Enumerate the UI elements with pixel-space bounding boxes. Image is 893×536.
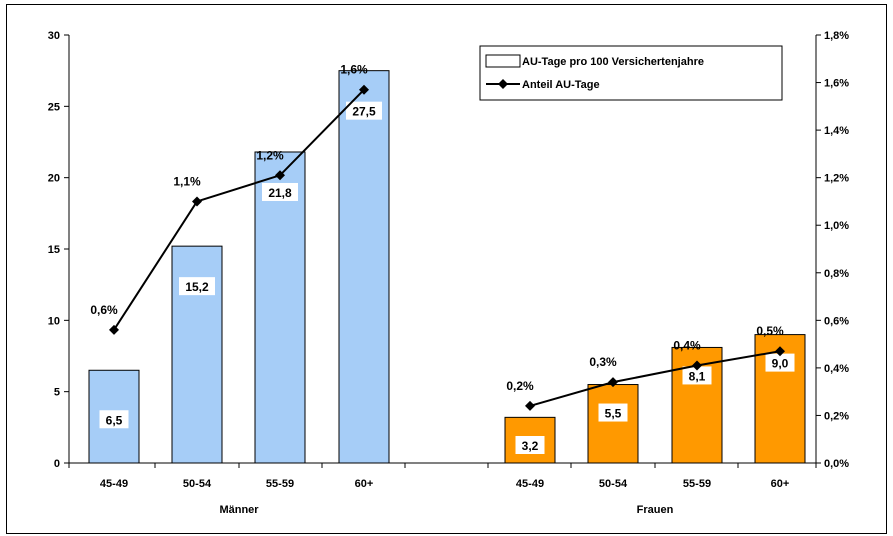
bar-value-label-box bbox=[346, 101, 382, 120]
x-tick-label: 55-59 bbox=[266, 478, 294, 490]
bar-value-label-box bbox=[179, 277, 215, 296]
line-value-label: 1,2% bbox=[256, 148, 284, 162]
y-right-tick-label: 0,2% bbox=[824, 410, 849, 422]
x-tick-label: 50-54 bbox=[183, 478, 212, 490]
y-right-tick-label: 0,6% bbox=[824, 315, 849, 327]
x-tick-label: 50-54 bbox=[599, 478, 628, 490]
bar-value-label: 15,2 bbox=[185, 280, 209, 294]
bar-Frauen-50-54 bbox=[587, 384, 639, 464]
bar-value-label-box bbox=[262, 182, 298, 201]
y-right-tick-label: 0,4% bbox=[824, 363, 849, 375]
line-value-label: 1,6% bbox=[340, 63, 368, 77]
line-series-Männer bbox=[113, 88, 365, 331]
y-right-tick-label: 1,2% bbox=[824, 173, 849, 185]
legend-bar-label: AU-Tage pro 100 Versichertenjahre bbox=[522, 56, 704, 68]
legend-line-label: Anteil AU-Tage bbox=[522, 79, 600, 91]
legend-box bbox=[479, 45, 783, 101]
bar-Männer-55-59 bbox=[254, 151, 306, 464]
y-right-tick-label: 0,0% bbox=[824, 458, 849, 470]
bar-value-label: 6,5 bbox=[106, 413, 123, 427]
y-right-tick-label: 1,6% bbox=[824, 78, 849, 90]
x-tick-label: 60+ bbox=[355, 478, 374, 490]
legend-line-marker bbox=[498, 79, 508, 89]
line-point-Männer-50-54 bbox=[192, 196, 202, 207]
y-left-tick-label: 15 bbox=[48, 244, 60, 256]
group-label: Frauen bbox=[637, 504, 674, 516]
x-tick-label: 45-49 bbox=[100, 478, 128, 490]
chart-frame bbox=[6, 4, 887, 534]
bar-value-label-box bbox=[682, 366, 712, 385]
bar-value-label-box bbox=[99, 410, 129, 429]
bar-Männer-60+ bbox=[338, 70, 390, 464]
line-value-label: 0,6% bbox=[90, 303, 118, 317]
x-tick-label: 60+ bbox=[771, 478, 790, 490]
bar-value-label: 9,0 bbox=[772, 357, 789, 371]
y-right-tick-label: 1,8% bbox=[824, 30, 849, 42]
y-left-tick-label: 10 bbox=[48, 315, 60, 327]
group-label: Männer bbox=[219, 504, 259, 516]
bar-value-label-box bbox=[765, 353, 795, 372]
y-right-tick-label: 1,0% bbox=[824, 220, 849, 232]
y-left-tick-label: 5 bbox=[54, 387, 60, 399]
y-right-tick-label: 0,8% bbox=[824, 268, 849, 280]
y-left-tick-label: 30 bbox=[48, 30, 60, 42]
line-value-label: 0,2% bbox=[506, 379, 534, 393]
y-left-tick-label: 0 bbox=[54, 458, 60, 470]
legend-bar-swatch bbox=[485, 54, 521, 68]
y-left-tick-label: 25 bbox=[48, 101, 60, 113]
y-right-tick-label: 1,4% bbox=[824, 125, 849, 137]
bar-value-label: 21,8 bbox=[268, 186, 292, 200]
line-value-label: 0,4% bbox=[673, 339, 701, 353]
line-series-Frauen bbox=[529, 350, 781, 407]
bar-value-label: 8,1 bbox=[689, 369, 706, 383]
bar-value-label-box bbox=[598, 403, 628, 422]
y-left-tick-label: 20 bbox=[48, 173, 60, 185]
line-point-Frauen-45-49 bbox=[525, 400, 535, 411]
x-tick-label: 55-59 bbox=[683, 478, 711, 490]
line-value-label: 0,3% bbox=[589, 355, 617, 369]
line-point-Frauen-50-54 bbox=[608, 377, 618, 388]
line-point-Frauen-55-59 bbox=[692, 360, 702, 371]
line-point-Frauen-60+ bbox=[775, 346, 785, 357]
line-point-Männer-55-59 bbox=[275, 170, 285, 181]
bar-value-label: 27,5 bbox=[352, 105, 376, 119]
bar-value-label: 3,2 bbox=[522, 439, 539, 453]
line-value-label: 0,5% bbox=[756, 324, 784, 338]
x-tick-label: 45-49 bbox=[516, 478, 544, 490]
bar-value-label-box bbox=[515, 436, 545, 454]
line-value-label: 1,1% bbox=[173, 174, 201, 188]
line-point-Männer-45-49 bbox=[109, 324, 119, 335]
line-point-Männer-60+ bbox=[359, 84, 369, 95]
bar-value-label: 5,5 bbox=[605, 407, 622, 421]
